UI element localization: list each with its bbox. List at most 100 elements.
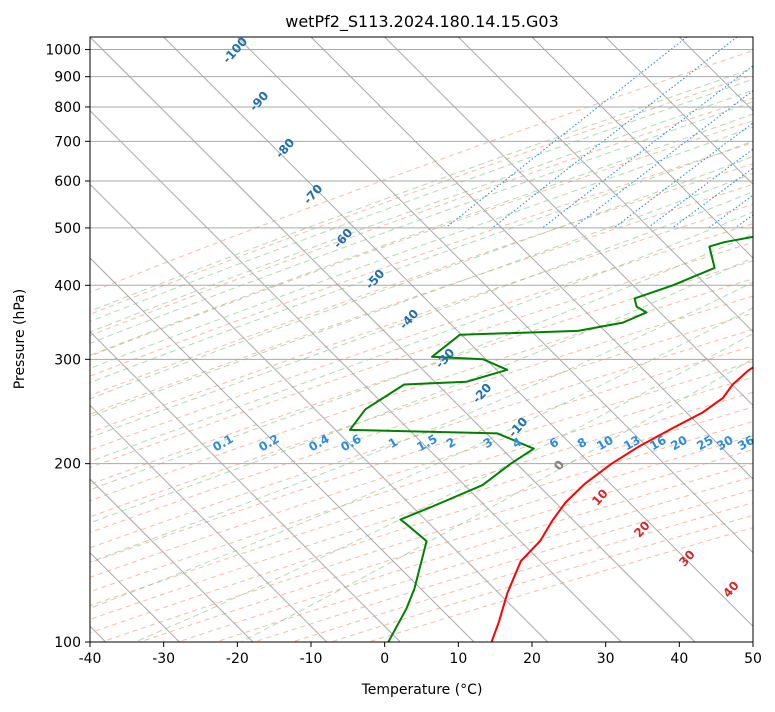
dry-adiabat [331,37,775,642]
mixing-ratio-label: 0.1 [210,432,235,455]
dry-adiabat [0,37,775,642]
mixing-ratio-label: 25 [694,433,715,453]
dry-adiabat-label: -80 [273,136,298,161]
dry-adiabat [0,37,775,642]
chart-title: wetPf2_S113.2024.180.14.15.G03 [285,12,559,32]
isotherm [458,37,775,642]
mixing-ratio-label: 6 [547,435,561,451]
isotherm [90,37,695,642]
x-tick-label: 50 [744,651,762,667]
isotherm [0,37,327,642]
moist-adiabat [0,37,775,642]
moist-adiabat [0,37,775,642]
moist-adiabat [2,37,775,642]
mixing-ratio-line [493,37,738,228]
dry-adiabat-label: -100 [220,34,250,66]
x-tick-label: -10 [300,651,323,667]
dry-adiabat [0,37,775,642]
x-tick-label: 40 [670,651,688,667]
y-tick-label: 700 [54,134,81,150]
isotherm [0,37,253,642]
mixing-ratio-label: 10 [594,433,615,453]
y-tick-label: 500 [54,221,81,237]
isotherm [0,37,400,642]
dry-adiabat [0,37,775,642]
y-axis-label: Pressure (hPa) [12,289,28,389]
mixing-ratio-line [672,37,775,228]
moist-adiabat [0,37,775,642]
moist-adiabat [0,37,775,642]
mixing-ratio-label: 36 [735,433,756,453]
moist-adiabat [0,37,775,642]
dry-adiabat-label: -70 [301,182,326,207]
y-tick-label: 600 [54,174,81,190]
dry-adiabat [0,37,775,642]
mixing-ratio-label: 13 [621,433,642,453]
mixing-ratio-label: 30 [714,433,735,453]
dry-adiabat-label: -10 [506,415,531,440]
y-tick-label: 400 [54,278,81,294]
x-tick-label: 20 [523,651,541,667]
isotherm [385,37,775,642]
dry-adiabat [292,37,775,642]
isotherm [237,37,775,642]
moist-adiabat-label: 0 [551,458,567,474]
y-tick-label: 300 [54,352,81,368]
mixing-ratio-line [573,37,775,228]
dry-adiabat [0,37,775,642]
dry-adiabat-label: -30 [433,346,458,371]
mixing-ratio-line [735,37,775,228]
dry-adiabat [0,37,775,642]
dry-adiabat [0,37,775,642]
moist-adiabat [0,37,775,642]
x-axis-label: Temperature (°C) [361,682,483,698]
dry-adiabat [0,37,775,642]
dry-adiabat-label: -60 [331,226,356,251]
mixing-ratio-label: 0.2 [256,432,281,455]
dry-adiabat-label: -90 [247,89,272,114]
moist-adiabat-label: 10 [589,486,611,508]
dry-adiabat [102,37,775,642]
dry-adiabat-label: -40 [397,307,422,332]
isotherm [532,37,775,642]
grid [0,37,775,642]
moist-adiabat [0,37,775,642]
x-tick-label: -30 [152,651,175,667]
dry-adiabat [0,37,775,642]
moist-adiabat [0,37,775,642]
mixing-ratio-label: 20 [668,433,689,453]
moist-adiabat [0,37,775,642]
dry-adiabat [0,37,775,642]
y-tick-label: 800 [54,100,81,116]
moist-adiabat [0,37,775,642]
moist-adiabat [0,37,775,642]
mixing-ratio-label: 0.6 [338,432,363,455]
moist-adiabat [0,37,775,642]
isotherm [0,37,474,642]
x-tick-label: 0 [380,651,389,667]
isotherm [679,37,775,642]
moist-adiabat [241,37,775,642]
mixing-ratio-line [709,37,775,228]
dry-adiabat [0,37,775,642]
dry-adiabat [0,37,775,642]
dry-adiabat [0,37,775,642]
plot-frame [90,37,753,642]
x-tick-label: 30 [597,651,615,667]
moist-adiabat [0,37,775,642]
dry-adiabat [0,37,775,642]
isotherm [753,37,775,642]
moist-adiabat-label: 30 [676,547,698,569]
dry-adiabat [0,37,775,642]
isotherm [164,37,769,642]
y-tick-label: 200 [54,457,81,473]
dry-adiabat [0,37,775,642]
dry-adiabat [0,37,775,642]
mixing-ratio-label: 2 [444,435,458,451]
background-lines [0,37,775,642]
x-tick-label: -40 [79,651,102,667]
